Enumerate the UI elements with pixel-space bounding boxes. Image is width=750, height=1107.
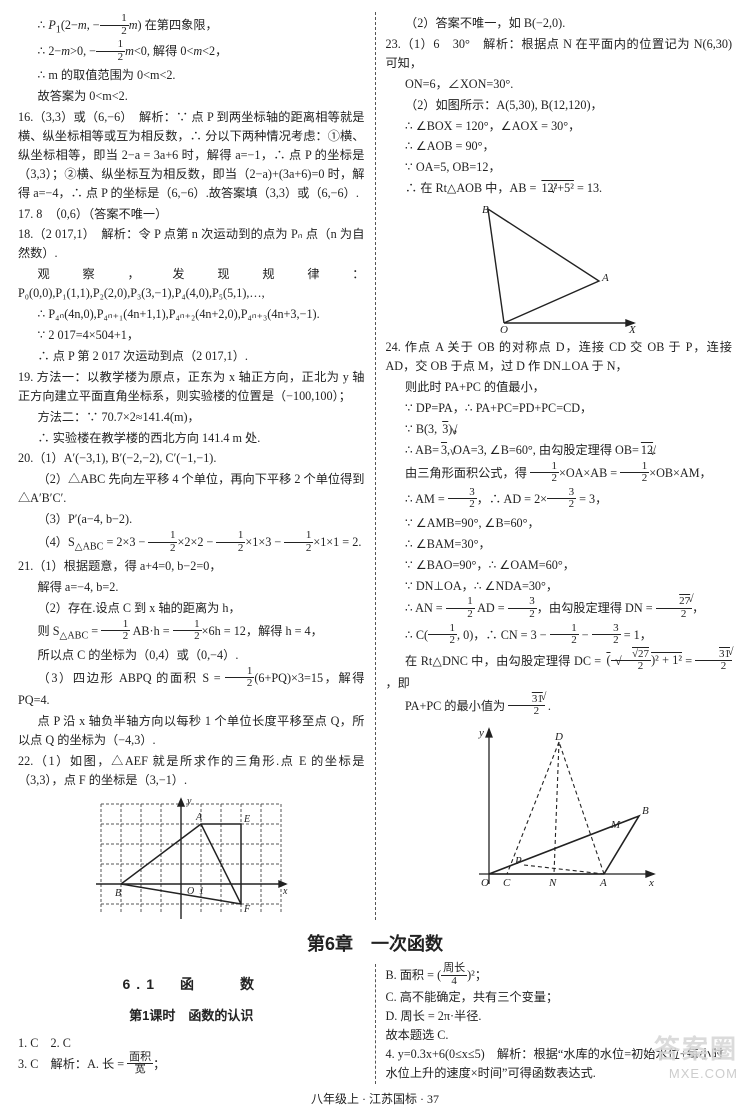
svg-text:C: C xyxy=(503,877,511,889)
svg-text:D: D xyxy=(554,731,563,743)
svg-text:E: E xyxy=(243,814,250,825)
q21a: 21.（1）根据题意，得 a+4=0, b−2=0， xyxy=(18,557,365,576)
q20b: （2）△ABC 先向左平移 4 个单位，再向下平移 2 个单位得到 △A′B′C… xyxy=(18,470,365,508)
svg-text:y: y xyxy=(186,796,192,807)
q21b: 解得 a=−4, b=2. xyxy=(18,578,365,597)
watermark-bottom: MXE.COM xyxy=(654,1066,738,1081)
q23b: ON=6，∠XON=30°. xyxy=(386,75,733,94)
svg-text:x: x xyxy=(282,886,288,897)
q20d: （4）S△ABC = 2×3 − 12×2×2 − 12×1×3 − 12×1×… xyxy=(18,531,365,555)
svg-text:O: O xyxy=(187,886,194,897)
q24i: ∴ ∠BAM=30°， xyxy=(386,535,733,554)
chapter-divider xyxy=(375,964,376,1084)
q21d: 则 S△ABC = 12 AB·h = 12×6h = 12，解得 h = 4， xyxy=(18,620,365,644)
svg-text:A: A xyxy=(599,877,607,889)
q17: 17. 8 （0,6）（答案不唯一） xyxy=(18,205,365,224)
svg-text:M: M xyxy=(610,819,621,831)
q23a: 23.（1）6 30° 解析：根据点 N 在平面内的位置记为 N(6,30) 可… xyxy=(386,35,733,73)
q24l: ∴ AN = 12 AD = 32，由勾股定理得 DN = 272， xyxy=(386,597,733,621)
q23c: （2）如图所示：A(5,30), B(12,120)， xyxy=(386,96,733,115)
q23e: ∴ ∠AOB = 90°， xyxy=(386,137,733,156)
q23f: ∵ OA=5, OB=12， xyxy=(386,158,733,177)
svg-text:X: X xyxy=(628,324,637,333)
svg-text:P: P xyxy=(514,855,522,867)
q24e: ∴ AB=3, OA=3, ∠B=60°, 由勾股定理得 OB=12. xyxy=(386,441,733,460)
figure-grid: Ox y A B E F 1 xyxy=(18,794,365,924)
lesson-title: 第1课时 函数的认识 xyxy=(18,1006,365,1026)
q24k: ∵ DN⊥OA，∴ ∠NDA=30°， xyxy=(386,577,733,596)
para: ∴ m 的取值范围为 0<m<2. xyxy=(18,66,365,85)
q23g: ∴ 在 Rt△AOB 中，AB = 12²+5² = 13. xyxy=(386,179,733,198)
q18c: ∴ P₄ₙ(4n,0),P₄ₙ₊₁(4n+1,1),P₄ₙ₊₂(4n+2,0),… xyxy=(18,305,365,324)
svg-text:1: 1 xyxy=(199,886,204,897)
ans-3: 3. C 解析：A. 长 = 面积宽； xyxy=(18,1053,365,1077)
svg-text:B: B xyxy=(115,888,121,899)
figure-xy: O C N A B M P D x y xyxy=(386,724,733,894)
r-p1: （2）答案不唯一，如 B(−2,0). xyxy=(386,14,733,33)
q24f: 由三角形面积公式，得 12×OA×AB = 12×OB×AM， xyxy=(386,462,733,486)
svg-text:B: B xyxy=(642,805,649,817)
q18b: 观察，发现规律：P₀(0,0),P₁(1,1),P₂(2,0),P₃(3,−1)… xyxy=(18,265,365,303)
q19b: 方法二：∵ 70.7×2≈141.4(m)， xyxy=(18,408,365,427)
q18d: ∵ 2 017=4×504+1， xyxy=(18,326,365,345)
q18e: ∴ 点 P 第 2 017 次运动到点（2 017,1）. xyxy=(18,347,365,366)
q24d: ∵ B(3, 3)， xyxy=(386,420,733,439)
figure-polar: O X A B xyxy=(386,203,733,333)
q21e: 所以点 C 的坐标为（0,4）或（0,−4）. xyxy=(18,646,365,665)
q24b: 则此时 PA+PC 的值最小， xyxy=(386,378,733,397)
para: 故答案为 0<m<2. xyxy=(18,87,365,106)
watermark: 答案圈 MXE.COM xyxy=(654,1029,738,1081)
q24g: ∴ AM = 32，∴ AD = 2×32 = 3， xyxy=(386,488,733,512)
q24j: ∵ ∠BAO=90°，∴ ∠OAM=60°， xyxy=(386,556,733,575)
section-title: 6.1 函 数 xyxy=(18,974,365,996)
q22a: 22.（1）如图，△AEF 就是所求作的三角形.点 E 的坐标是（3,3），点 … xyxy=(18,752,365,790)
q24a: 24. 作点 A 关于 OB 的对称点 D，连接 CD 交 OB 于 P，连接 … xyxy=(386,338,733,376)
q16: 16.（3,3）或（6,−6） 解析：∵ 点 P 到两坐标轴的距离相等就是横、纵… xyxy=(18,108,365,203)
chapter-title: 第6章 一次函数 xyxy=(18,930,732,956)
column-divider xyxy=(375,12,376,920)
q20a: 20.（1）A′(−3,1), B′(−2,−2), C′(−1,−1). xyxy=(18,449,365,468)
chapter-left: 6.1 函 数 第1课时 函数的认识 1. C 2. C 3. C 解析：A. … xyxy=(18,964,365,1084)
q24c: ∵ DP=PA，∴ PA+PC=PD+PC=CD， xyxy=(386,399,733,418)
q24n: 在 Rt△DNC 中，由勾股定理得 DC = (√272)² + 1² = 31… xyxy=(386,650,733,693)
svg-text:x: x xyxy=(648,877,654,889)
right-column: （2）答案不唯一，如 B(−2,0). 23.（1）6 30° 解析：根据点 N… xyxy=(386,12,733,912)
q18: 18.（2 017,1） 解析：令 P 点第 n 次运动到的点为 Pₙ 点（n … xyxy=(18,225,365,263)
svg-text:A: A xyxy=(195,812,203,823)
q24m: ∴ C(12, 0)，∴ CN = 3 − 12 − 32 = 1， xyxy=(386,624,733,648)
watermark-top: 答案圈 xyxy=(654,1029,738,1066)
q19c: ∴ 实验楼在教学楼的西北方向 141.4 m 处. xyxy=(18,429,365,448)
svg-text:F: F xyxy=(243,904,251,915)
q24h: ∵ ∠AMB=90°, ∠B=60°， xyxy=(386,514,733,533)
para: ∴ P1(2−m, −12m) 在第四象限， xyxy=(18,14,365,38)
chapter-section: 第6章 一次函数 6.1 函 数 第1课时 函数的认识 1. C 2. C 3.… xyxy=(0,930,750,1107)
svg-text:O: O xyxy=(500,324,508,333)
q19: 19. 方法一：以教学楼为原点，正东为 x 轴正方向，正北为 y 轴正方向建立平… xyxy=(18,368,365,406)
svg-text:y: y xyxy=(478,727,484,739)
ans-1-2: 1. C 2. C xyxy=(18,1034,365,1053)
q21g: 点 P 沿 x 轴负半轴方向以每秒 1 个单位长度平移至点 Q，所以点 Q 的坐… xyxy=(18,712,365,750)
svg-text:N: N xyxy=(548,877,557,889)
ans-d: D. 周长 = 2π·半径. xyxy=(386,1007,733,1026)
ans-c: C. 高不能确定，共有三个变量； xyxy=(386,988,733,1007)
left-column: ∴ P1(2−m, −12m) 在第四象限， ∴ 2−m>0, −12m<0, … xyxy=(18,12,365,912)
q21c: （2）存在.设点 C 到 x 轴的距离为 h， xyxy=(18,599,365,618)
q20c: （3）P′(a−4, b−2). xyxy=(18,510,365,529)
ans-b: B. 面积 = (周长4)²； xyxy=(386,964,733,988)
svg-text:A: A xyxy=(601,272,609,284)
svg-text:B: B xyxy=(482,204,489,216)
q21f: （3）四边形 ABPQ 的面积 S = 12(6+PQ)×3=15，解得 PQ=… xyxy=(18,667,365,710)
q23d: ∴ ∠BOX = 120°，∠AOX = 30°， xyxy=(386,117,733,136)
q24o: PA+PC 的最小值为 312 . xyxy=(386,695,733,719)
svg-text:O: O xyxy=(481,877,489,889)
para: ∴ 2−m>0, −12m<0, 解得 0<m<2， xyxy=(18,40,365,64)
